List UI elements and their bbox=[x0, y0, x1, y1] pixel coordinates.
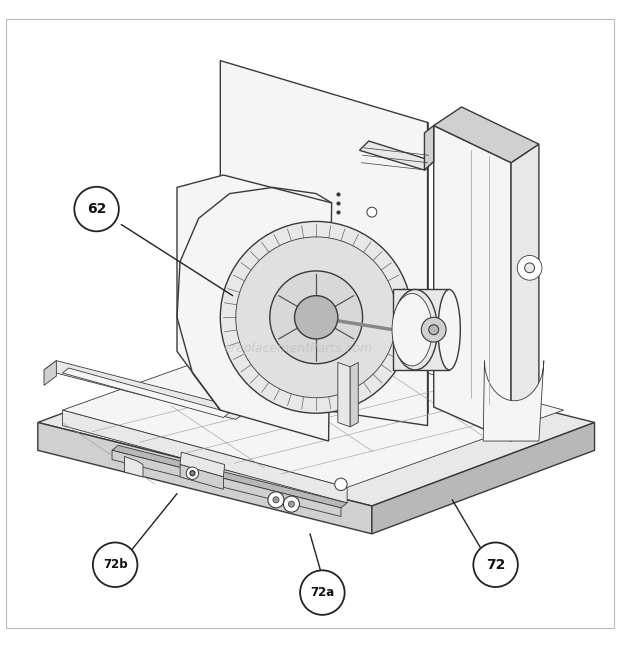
Polygon shape bbox=[425, 126, 434, 170]
Ellipse shape bbox=[393, 289, 438, 370]
Polygon shape bbox=[434, 107, 539, 162]
Polygon shape bbox=[63, 410, 347, 503]
Text: 72a: 72a bbox=[310, 586, 335, 599]
Circle shape bbox=[335, 478, 347, 490]
Polygon shape bbox=[44, 360, 248, 419]
Polygon shape bbox=[360, 141, 434, 170]
Circle shape bbox=[74, 187, 119, 232]
Polygon shape bbox=[372, 422, 595, 534]
Polygon shape bbox=[177, 175, 332, 441]
Circle shape bbox=[429, 325, 439, 334]
Circle shape bbox=[270, 271, 363, 364]
Circle shape bbox=[517, 256, 542, 280]
Polygon shape bbox=[112, 450, 341, 516]
Polygon shape bbox=[63, 333, 564, 487]
Circle shape bbox=[300, 570, 345, 615]
Circle shape bbox=[268, 492, 284, 508]
Polygon shape bbox=[112, 445, 347, 508]
Polygon shape bbox=[180, 465, 223, 489]
Polygon shape bbox=[38, 422, 372, 534]
Circle shape bbox=[310, 311, 322, 324]
Text: ereplacementParts.com: ereplacementParts.com bbox=[223, 342, 372, 355]
Polygon shape bbox=[434, 126, 511, 441]
Circle shape bbox=[190, 471, 195, 476]
Polygon shape bbox=[44, 360, 56, 386]
Circle shape bbox=[422, 317, 446, 342]
Polygon shape bbox=[338, 362, 350, 427]
Circle shape bbox=[288, 501, 294, 507]
Circle shape bbox=[186, 467, 198, 479]
Circle shape bbox=[93, 542, 138, 587]
Circle shape bbox=[303, 303, 330, 331]
Circle shape bbox=[283, 496, 299, 512]
Circle shape bbox=[273, 497, 279, 503]
Ellipse shape bbox=[438, 289, 460, 370]
Polygon shape bbox=[125, 457, 143, 477]
Polygon shape bbox=[393, 289, 449, 370]
Text: 62: 62 bbox=[87, 202, 106, 216]
Ellipse shape bbox=[392, 294, 432, 366]
Circle shape bbox=[473, 542, 518, 587]
Polygon shape bbox=[38, 339, 595, 506]
Polygon shape bbox=[220, 61, 428, 426]
Circle shape bbox=[236, 237, 397, 398]
Text: 72b: 72b bbox=[103, 558, 128, 571]
Circle shape bbox=[525, 263, 534, 273]
Circle shape bbox=[367, 207, 377, 217]
Text: 72: 72 bbox=[486, 558, 505, 572]
Polygon shape bbox=[483, 360, 544, 441]
Circle shape bbox=[220, 221, 412, 413]
Polygon shape bbox=[350, 362, 358, 427]
Polygon shape bbox=[511, 144, 539, 441]
Polygon shape bbox=[63, 368, 229, 417]
Circle shape bbox=[294, 296, 338, 339]
Polygon shape bbox=[180, 452, 224, 477]
